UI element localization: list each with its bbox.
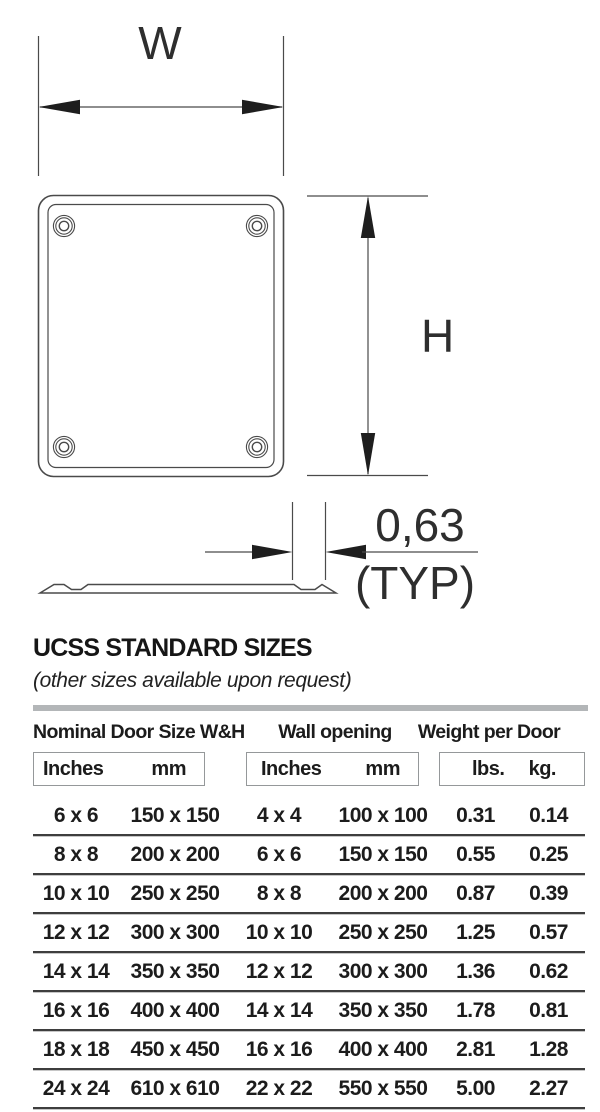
table-row: 14 x 14 350 x 350 12 x 12 300 x 300 1.36 0.62 (33, 953, 585, 992)
table-cell: 0.62 (529, 959, 568, 983)
table-cell: 400 x 400 (130, 998, 220, 1022)
height-label: H (421, 310, 454, 362)
unit-label-mm: mm (365, 757, 400, 780)
table-cell: 2.27 (529, 1076, 568, 1100)
thickness-note: (TYP) (355, 557, 475, 609)
table-cell: 14 x 14 (42, 959, 110, 983)
table-cell: 18 x 18 (42, 1037, 110, 1061)
table-cell: 0.25 (529, 842, 568, 866)
table-cell: 2.81 (456, 1037, 495, 1061)
table-cell: 1.78 (456, 998, 495, 1022)
table-cell: 200 x 200 (130, 842, 220, 866)
table-cell: 400 x 400 (338, 1037, 428, 1061)
table-cell: 10 x 10 (245, 920, 313, 944)
table-cell: 1.25 (456, 920, 495, 944)
table-cell: 14 x 14 (245, 998, 313, 1022)
table-cell: 8 x 8 (256, 881, 302, 905)
width-label: W (138, 17, 182, 69)
divider-rule (33, 705, 588, 711)
section-subtitle: (other sizes available upon request) (33, 669, 352, 692)
table-cell: 0.31 (456, 803, 495, 827)
table-cell: 24 x 24 (42, 1076, 110, 1100)
table-cell: 150 x 150 (130, 803, 220, 827)
arrowhead-left-icon (38, 99, 80, 115)
table-cell: 610 x 610 (130, 1076, 220, 1100)
table-cell: 1.36 (456, 959, 495, 983)
table-header-row: Nominal Door Size W&H Wall opening Weigh… (33, 721, 585, 743)
table-cell: 8 x 8 (53, 842, 99, 866)
table-cell: 250 x 250 (130, 881, 220, 905)
table-subheader-row: Inches mm Inches mm lbs. kg. (33, 752, 585, 786)
unit-label-mm: mm (151, 757, 186, 780)
table-row: 16 x 16 400 x 400 14 x 14 350 x 350 1.78 0.81 (33, 992, 585, 1031)
table-cell: 12 x 12 (245, 959, 313, 983)
arrowhead-left-icon (325, 544, 366, 560)
table-row: 6 x 6 150 x 150 4 x 4 100 x 100 0.31 0.14 (33, 797, 585, 836)
table-cell: 4 x 4 (256, 803, 302, 827)
table-cell: 1.28 (529, 1037, 568, 1061)
unit-label-inches: Inches (261, 757, 322, 780)
table-cell: 250 x 250 (338, 920, 428, 944)
arrowhead-right-icon (242, 99, 284, 115)
table-cell: 22 x 22 (245, 1076, 313, 1100)
screw-hole-top-right (245, 214, 269, 238)
table-row: 24 x 24 610 x 610 22 x 22 550 x 550 5.00 2.27 (33, 1070, 585, 1109)
unit-label-lbs: lbs. (472, 757, 505, 780)
arrowhead-up-icon (360, 196, 376, 238)
table-cell: 6 x 6 (53, 803, 99, 827)
table-cell: 10 x 10 (42, 881, 110, 905)
width-dimension (37, 36, 285, 176)
section-title: UCSS STANDARD SIZES (33, 634, 313, 662)
unit-label-inches: Inches (43, 757, 104, 780)
table-cell: 300 x 300 (338, 959, 428, 983)
table-cell: 0.14 (529, 803, 568, 827)
table-cell: 550 x 550 (338, 1076, 428, 1100)
table-cell: 0.81 (529, 998, 568, 1022)
thickness-value: 0,63 (375, 499, 465, 551)
unit-box-wall-opening: Inches mm (246, 752, 419, 786)
table-cell: 16 x 16 (42, 998, 110, 1022)
table-cell: 300 x 300 (130, 920, 220, 944)
thickness-dimension (205, 502, 478, 580)
door-technical-drawing: W H 0,63 (TYP) (37, 17, 478, 609)
column-group-wall-opening: Wall opening (278, 721, 392, 743)
table-cell: 0.57 (529, 920, 568, 944)
side-view-profile (37, 583, 339, 594)
screw-hole-bottom-left (52, 435, 76, 459)
table-row: 8 x 8 200 x 200 6 x 6 150 x 150 0.55 0.25 (33, 836, 585, 875)
table-cell: 5.00 (456, 1076, 495, 1100)
table-row: 10 x 10 250 x 250 8 x 8 200 x 200 0.87 0.39 (33, 875, 585, 914)
column-group-nominal: Nominal Door Size W&H (33, 721, 245, 743)
table-cell: 100 x 100 (338, 803, 428, 827)
table-row: 12 x 12 300 x 300 10 x 10 250 x 250 1.25 0.57 (33, 914, 585, 953)
column-group-weight: Weight per Door (417, 721, 561, 743)
table-cell: 200 x 200 (338, 881, 428, 905)
arrowhead-right-icon (252, 544, 293, 560)
screw-hole-top-left (52, 214, 76, 238)
table-cell: 16 x 16 (245, 1037, 313, 1061)
table-cell: 12 x 12 (42, 920, 110, 944)
unit-box-nominal: Inches mm (33, 752, 205, 786)
table-row: 18 x 18 450 x 450 16 x 16 400 x 400 2.81 1.28 (33, 1031, 585, 1070)
sizes-section: UCSS STANDARD SIZES (other sizes availab… (33, 635, 588, 1109)
table-cell: 350 x 350 (130, 959, 220, 983)
table-cell: 150 x 150 (338, 842, 428, 866)
front-view-panel (37, 194, 285, 478)
arrowhead-down-icon (360, 433, 376, 476)
table-cell: 350 x 350 (338, 998, 428, 1022)
unit-label-kg: kg. (528, 757, 557, 780)
unit-box-weight: lbs. kg. (439, 752, 585, 786)
table-cell: 450 x 450 (130, 1037, 220, 1061)
screw-hole-bottom-right (245, 435, 269, 459)
table-cell: 6 x 6 (256, 842, 302, 866)
size-table-rows: 6 x 6 150 x 150 4 x 4 100 x 100 0.31 0.14 8 x … (33, 797, 588, 1109)
table-cell: 0.87 (456, 881, 495, 905)
table-cell: 0.55 (456, 842, 495, 866)
height-dimension (307, 195, 428, 477)
table-cell: 0.39 (529, 881, 568, 905)
